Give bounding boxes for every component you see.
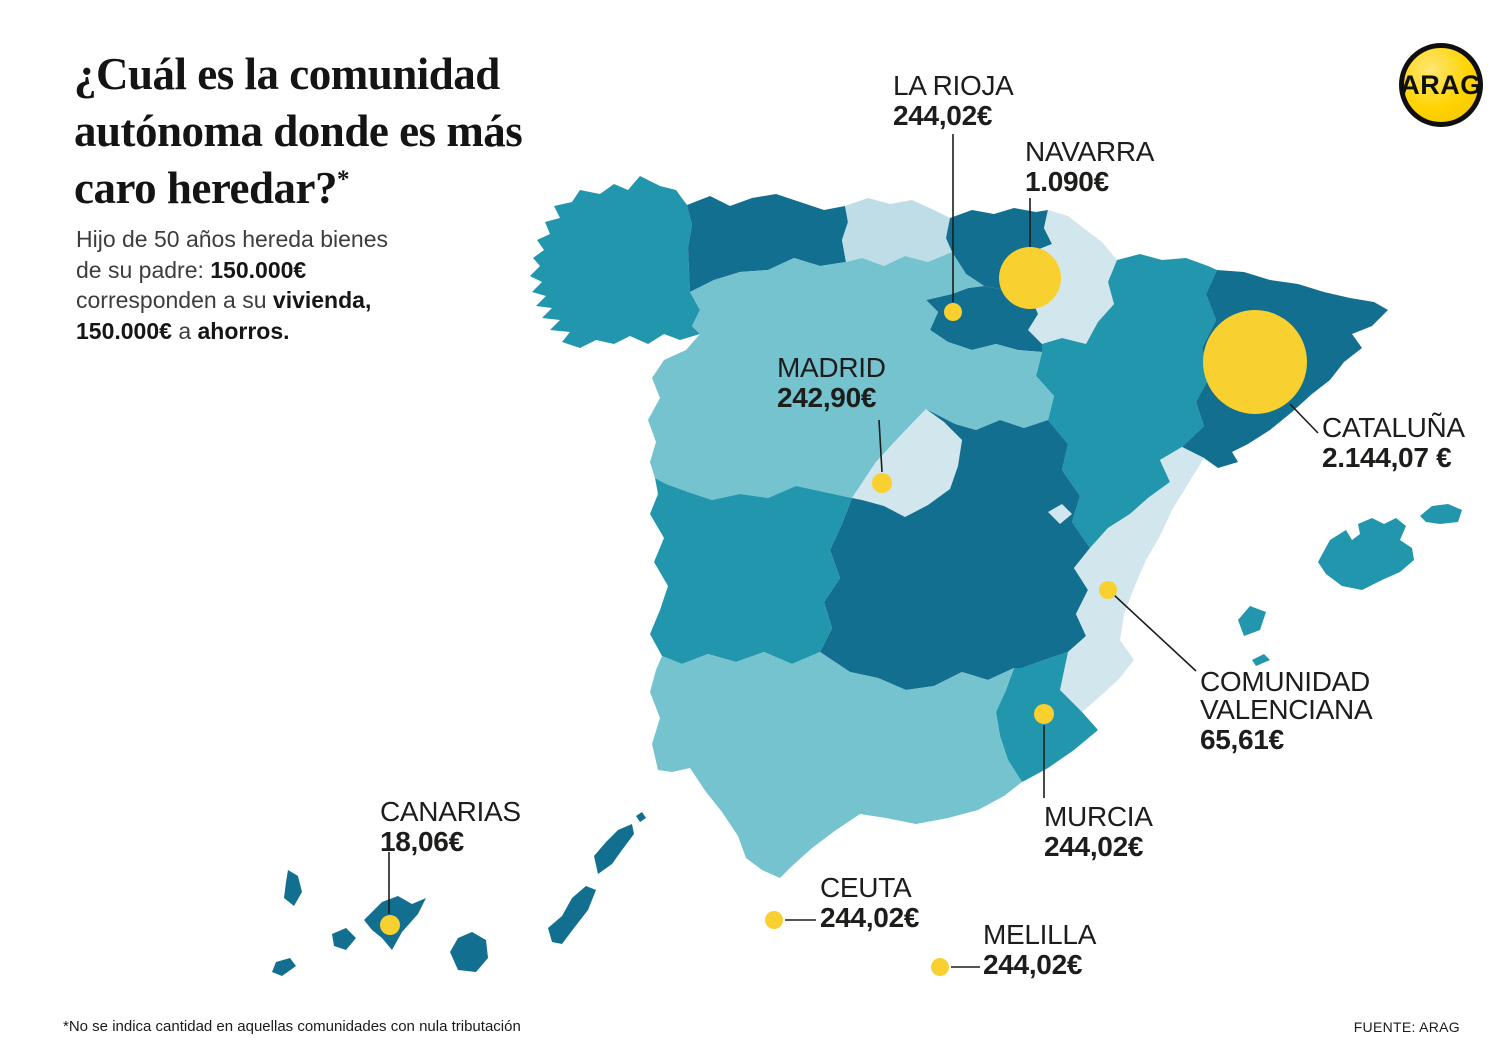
map-label-canarias: CANARIAS 18,06€ xyxy=(380,796,521,858)
leader-line-cataluna xyxy=(1289,403,1319,434)
region-castilla-y-leon xyxy=(648,252,1054,500)
map-dot-melilla xyxy=(931,958,949,976)
map-dot-la-rioja xyxy=(944,303,962,321)
region-rincon-enclave xyxy=(1048,504,1072,524)
map-dot-canarias xyxy=(380,915,400,935)
title-line-1: ¿Cuál es la comunidad xyxy=(74,49,500,99)
map-dot-cataluna xyxy=(1203,310,1307,414)
map-label-murcia: MURCIA 244,02€ xyxy=(1044,801,1153,863)
region-canarias-la-palma xyxy=(284,870,302,906)
region-baleares-ibiza xyxy=(1238,606,1266,636)
region-aragon xyxy=(1036,254,1217,548)
region-andalucia xyxy=(650,652,1022,878)
leader-line-madrid xyxy=(878,419,883,473)
map-label-madrid: MADRID 242,90€ xyxy=(777,352,886,414)
region-name: VALENCIANA xyxy=(1200,694,1373,725)
arag-logo-text: ARAG xyxy=(1400,69,1482,100)
region-baleares-menorca xyxy=(1420,504,1462,524)
region-canarias-fuerteventura xyxy=(548,886,596,944)
region-baleares-mallorca xyxy=(1318,518,1414,590)
region-name: MADRID xyxy=(777,352,886,383)
region-canarias-lanzarote xyxy=(594,824,634,874)
region-galicia xyxy=(530,176,700,348)
map-label-la-rioja: LA RIOJA 244,02€ xyxy=(893,70,1014,132)
source-credit: FUENTE: ARAG xyxy=(1353,1019,1460,1035)
region-value: 1.090€ xyxy=(1025,166,1109,197)
region-pais-vasco xyxy=(946,208,1052,290)
map-dot-ceuta xyxy=(765,911,783,929)
region-name: CANARIAS xyxy=(380,796,521,827)
map-label-ceuta: CEUTA 244,02€ xyxy=(820,872,920,934)
title-line-2: autónoma donde es más xyxy=(74,106,523,156)
map-dot-comunidad-valenciana xyxy=(1099,581,1117,599)
region-value: 244,02€ xyxy=(820,902,920,933)
leader-line-comunidad-valenciana xyxy=(1113,594,1197,672)
title-line-3: caro heredar? xyxy=(74,163,338,213)
page-title: ¿Cuál es la comunidad autónoma donde es m… xyxy=(74,46,523,217)
title-asterisk: * xyxy=(337,166,350,193)
map-label-cataluna: CATALUÑA 2.144,07 € xyxy=(1322,412,1465,474)
region-value: 244,02€ xyxy=(1044,831,1144,862)
region-extremadura xyxy=(650,478,852,664)
region-canarias-la-gomera xyxy=(332,928,356,950)
region-name: LA RIOJA xyxy=(893,70,1014,101)
region-name: CEUTA xyxy=(820,872,912,903)
region-castilla-la-mancha xyxy=(820,409,1090,690)
subtitle-line-4: 150.000€ a ahorros. xyxy=(76,317,290,344)
region-name: COMUNIDAD xyxy=(1200,666,1370,697)
subtitle-line-1: Hijo de 50 años hereda bienes xyxy=(76,226,389,252)
region-comunidad-valenciana xyxy=(1060,447,1204,712)
region-asturias xyxy=(687,194,848,292)
region-name: MURCIA xyxy=(1044,801,1153,832)
map-dot-murcia xyxy=(1034,704,1054,724)
marker-layer xyxy=(380,134,1319,976)
region-name: NAVARRA xyxy=(1025,136,1155,167)
region-name: MELILLA xyxy=(983,919,1097,950)
region-cantabria xyxy=(842,198,952,266)
region-value: 244,02€ xyxy=(983,949,1083,980)
subtitle: Hijo de 50 años hereda bienes de su padr… xyxy=(76,224,388,346)
region-value: 18,06€ xyxy=(380,826,464,857)
map-label-navarra: NAVARRA 1.090€ xyxy=(1025,136,1155,198)
region-canarias-gran-canaria xyxy=(450,932,488,972)
subtitle-line-3: corresponden a su vivienda, xyxy=(76,287,372,313)
region-name: CATALUÑA xyxy=(1322,412,1465,443)
footnote: *No se indica cantidad en aquellas comun… xyxy=(63,1018,521,1035)
region-value: 2.144,07 € xyxy=(1322,442,1452,473)
map-label-comunidad-valenciana: COMUNIDAD VALENCIANA 65,61€ xyxy=(1200,666,1373,756)
map-dot-navarra xyxy=(999,247,1061,309)
region-value: 65,61€ xyxy=(1200,724,1284,755)
map-dot-madrid xyxy=(872,473,892,493)
region-baleares-formentera xyxy=(1252,654,1270,666)
region-value: 244,02€ xyxy=(893,100,993,131)
region-canarias-el-hierro xyxy=(272,958,296,976)
region-value: 242,90€ xyxy=(777,382,877,413)
map-label-melilla: MELILLA 244,02€ xyxy=(983,919,1097,981)
arag-logo: ARAG xyxy=(1399,43,1483,127)
subtitle-line-2: de su padre: 150.000€ xyxy=(76,256,307,283)
region-canarias-la-graciosa xyxy=(636,812,646,822)
region-navarra xyxy=(1014,210,1117,344)
